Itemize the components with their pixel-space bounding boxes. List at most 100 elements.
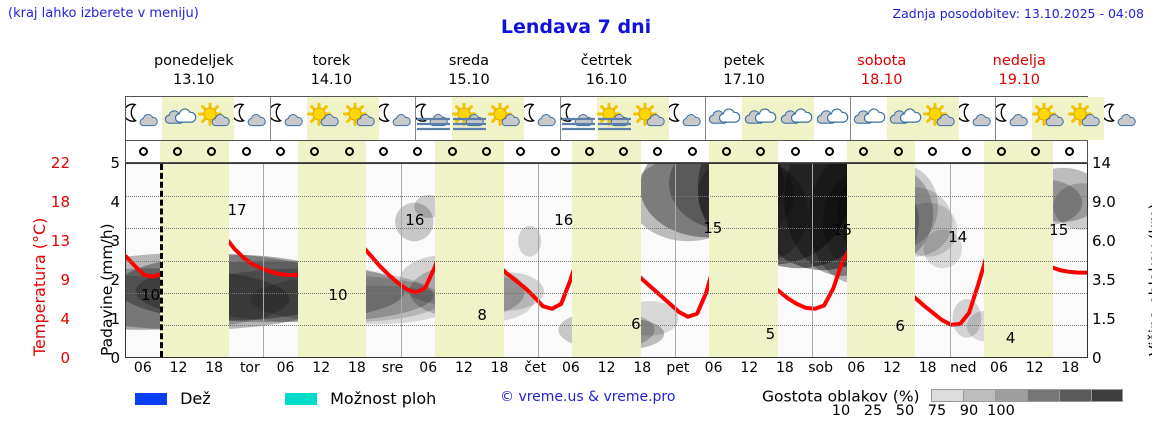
time-label-11: čet: [524, 360, 547, 376]
calm-circle-icon: [138, 147, 148, 156]
wind-calm-symbol: [160, 141, 195, 162]
last-updated-text: Zadnja posodobitev: 13.10.2025 - 04:08: [892, 6, 1144, 21]
time-label-14: 18: [633, 360, 652, 376]
day-date: 16.10: [585, 72, 628, 88]
wind-calm-symbol: [504, 141, 538, 162]
calm-circle-icon: [447, 147, 457, 156]
cloud-density-tick-labels: 10 25 50 75 90 100: [825, 403, 1017, 419]
icon-day-5: [851, 97, 996, 140]
calm-circle-icon: [275, 147, 285, 156]
precipitation-axis-ticks: 5 4 3 2 1 0: [96, 154, 120, 367]
time-label-7: sre: [381, 360, 404, 376]
moon-cloud-icon: [234, 97, 270, 140]
wind-day-4: [675, 141, 812, 162]
wind-calm-symbol: [915, 141, 949, 162]
gridline-h-4: [126, 292, 1087, 295]
time-label-12: 06: [561, 360, 580, 376]
cloud-density-blob: [395, 202, 434, 242]
weather-icon-strip: [125, 96, 1136, 141]
precip-tick-2: 3: [110, 232, 120, 250]
sun-cloud-icon: [923, 97, 959, 140]
cloudy-icon: [706, 97, 742, 140]
calm-circle-icon: [619, 147, 629, 156]
calm-circle-icon: [378, 147, 388, 156]
icon-day-6: [996, 97, 1140, 140]
cloudy-icon: [887, 97, 923, 140]
wind-calm-symbol: [606, 141, 641, 162]
calm-circle-icon: [481, 147, 491, 156]
day-date: 18.10: [860, 72, 903, 88]
cloud-density-tick-1: 25: [863, 403, 883, 419]
cloud-density-step-1: [962, 389, 995, 402]
time-label-24: 06: [990, 360, 1008, 376]
day-date: 15.10: [448, 72, 490, 88]
location-menu-note[interactable]: (kraj lahko izberete v meniju): [8, 6, 199, 21]
time-label-10: 18: [490, 360, 509, 376]
wind-day-1: [263, 141, 400, 162]
cloudy-icon: [851, 97, 887, 140]
wind-calm-symbol: [846, 141, 882, 162]
day-header-6: nedelja 19.10: [950, 52, 1088, 92]
calm-circle-icon: [825, 147, 835, 156]
wind-calm-symbol: [812, 141, 846, 162]
time-label-8: 06: [419, 360, 438, 376]
time-label-5: 12: [312, 360, 331, 376]
cloud-density-tick-2: 50: [895, 403, 915, 419]
calm-circle-icon: [962, 147, 972, 156]
calm-circle-icon: [928, 147, 938, 156]
wind-day-6: [950, 141, 1087, 162]
day-header-3: četrtek 16.10: [538, 52, 676, 92]
calm-circle-icon: [756, 147, 766, 156]
copyright-link[interactable]: © vreme.us & vreme.pro: [500, 389, 676, 405]
rain-legend-label: Dež: [180, 389, 211, 408]
day-name: torek: [312, 53, 351, 69]
wind-calm-symbol: [538, 141, 572, 162]
sun-fog-icon: [452, 97, 488, 140]
sun-fog-icon: [597, 97, 633, 140]
calm-circle-icon: [722, 147, 732, 156]
temperature-value-label-12: 4: [1005, 328, 1016, 347]
temperature-value-label-4: 8: [477, 305, 487, 324]
current-time-line: [159, 164, 163, 357]
day-date: 13.10: [173, 72, 215, 88]
time-label-13: 12: [597, 360, 616, 376]
wind-calm-symbol: [984, 141, 1019, 162]
calm-circle-icon: [687, 147, 697, 156]
cloudy-icon: [814, 97, 850, 140]
cloud-density-tick-0: 10: [831, 403, 851, 419]
cloud-density-tick-5: 100: [987, 403, 1015, 419]
calm-circle-icon: [1065, 147, 1075, 156]
wind-calm-symbol: [743, 141, 779, 162]
gridline-h-5: [126, 324, 1087, 327]
wind-calm-symbol: [263, 141, 297, 162]
time-axis-labels: 06 12 18 tor 06 12 18 sre 06 12 18 čet 06 12 18 pet 06 12…: [125, 360, 1088, 380]
time-label-18: 18: [776, 360, 794, 376]
wind-calm-symbol: [469, 141, 504, 162]
temperature-value-label-13: 15: [1049, 220, 1069, 239]
time-label-21: 12: [883, 360, 901, 376]
time-label-22: 18: [918, 360, 937, 376]
temperature-value-label-6: 6: [631, 315, 641, 334]
temperature-value-label-5: 16: [554, 210, 574, 229]
gridline-h-1: [126, 196, 1087, 198]
cloud-density-blob: [923, 229, 963, 269]
temperature-value-label-1: 17: [227, 201, 247, 220]
day-name: petek: [723, 53, 765, 69]
sun-cloud-icon: [307, 97, 343, 140]
calm-circle-icon: [516, 147, 526, 156]
wind-calm-symbol: [331, 141, 367, 162]
day-header-2: sreda 15.10: [400, 52, 538, 92]
time-label-17: 12: [740, 360, 759, 376]
calm-circle-icon: [207, 147, 217, 156]
time-label-2: 18: [205, 360, 224, 376]
cloud-density-step-4: [1058, 389, 1091, 402]
temperature-tick-5: 0: [60, 349, 70, 367]
time-label-26: 18: [1061, 360, 1080, 376]
cloud-density-legend: Gostota oblakov (%): [762, 386, 1123, 406]
time-label-15: pet: [666, 360, 690, 376]
wind-calm-symbol: [229, 141, 263, 162]
day-header-row: ponedeljek 13.10 torek 14.10 sreda 15.10 četrt…: [125, 52, 1088, 92]
moon-cloud-icon: [379, 97, 415, 140]
calm-circle-icon: [310, 147, 320, 156]
cloudheight-axis-ticks: 14 9.0 6.0 3.5 1.5 0: [1092, 154, 1126, 367]
